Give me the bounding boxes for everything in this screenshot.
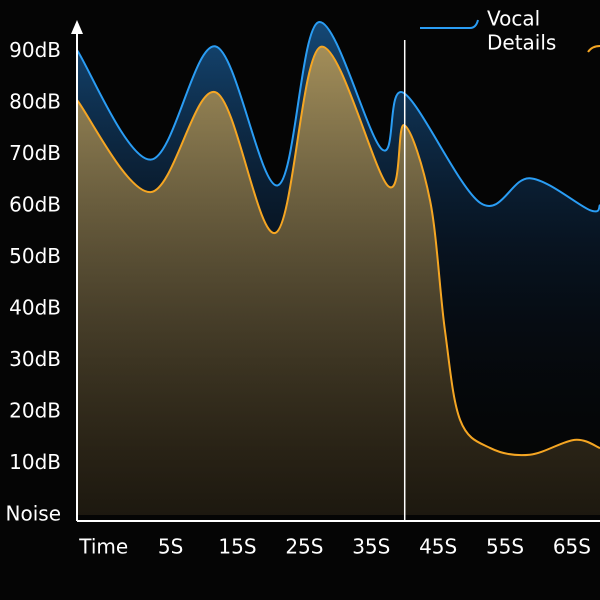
y-tick-label: 90dB [9,38,61,62]
y-axis-arrow [71,20,83,34]
y-tick-label: 50dB [9,244,61,268]
x-tick-label: 5S [158,535,183,559]
series-line [76,21,600,213]
x-tick-label: 55S [486,535,524,559]
x-tick-label: 25S [285,535,323,559]
y-tick-label: 80dB [9,90,61,114]
legend-label: Details [487,31,556,55]
x-tick-label: 35S [352,535,390,559]
legend-swatch [587,45,600,53]
x-tick-label: 65S [553,535,591,559]
y-tick-label: 30dB [9,347,61,371]
area-fill [77,46,600,516]
legend-swatch [420,19,479,29]
series-line [76,45,600,457]
legend-label: Vocal [487,7,540,31]
x-tick-label: 15S [218,535,256,559]
y-tick-label: 10dB [9,450,61,474]
y-tick-label: Noise [6,502,61,526]
y-tick-label: 60dB [9,193,61,217]
y-tick-label: 70dB [9,141,61,165]
x-tick-label: Time [78,535,128,559]
x-tick-label: 45S [419,535,457,559]
y-tick-label: 20dB [9,399,61,423]
y-tick-label: 40dB [9,296,61,320]
